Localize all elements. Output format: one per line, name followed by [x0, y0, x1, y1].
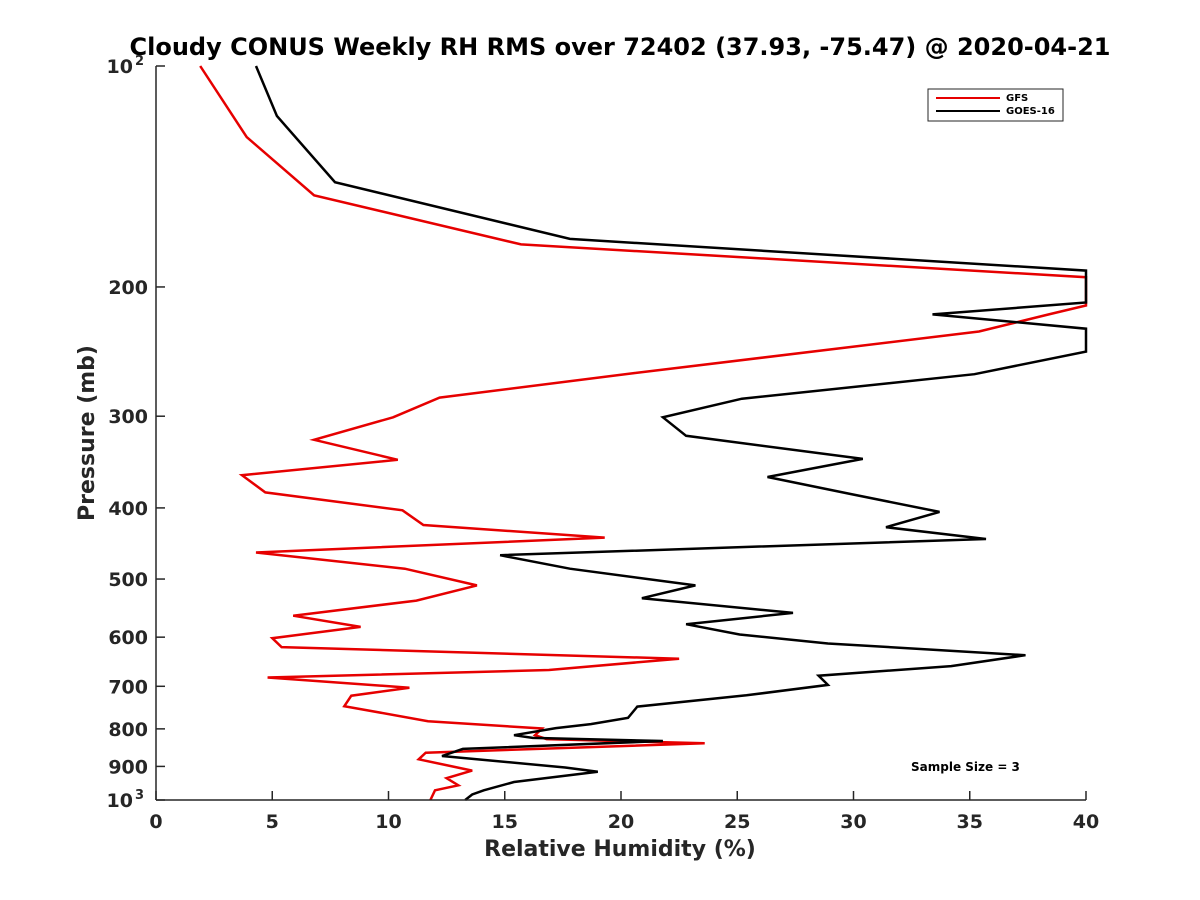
y-tick-label: 900: [108, 756, 148, 778]
plot-background: [156, 66, 1086, 800]
y-tick-label: 700: [108, 676, 148, 698]
y-tick-label: 10: [107, 56, 133, 78]
series-layer: [199, 65, 1088, 801]
x-axis-label: Relative Humidity (%): [484, 837, 756, 862]
x-tick-label: 0: [149, 811, 162, 833]
x-tick-label: 40: [1073, 811, 1099, 833]
y-axis-label: Pressure (mb): [75, 345, 100, 521]
legend-label-goes16: GOES-16: [1006, 106, 1055, 117]
x-tick-label: 20: [608, 811, 634, 833]
y-tick-label: 200: [108, 277, 148, 299]
x-tick-label: 25: [724, 811, 750, 833]
x-tick-label: 10: [375, 811, 401, 833]
legend-label-gfs: GFS: [1006, 93, 1028, 104]
y-tick-label: 600: [108, 627, 148, 649]
y-tick-exponent: 3: [135, 788, 144, 803]
legend: GFS GOES-16: [927, 88, 1064, 122]
x-tick-label: 15: [492, 811, 518, 833]
sample-size-annotation: Sample Size = 3: [911, 760, 1020, 774]
y-tick-label: 800: [108, 719, 148, 741]
x-tick-label: 5: [266, 811, 279, 833]
plot-area: [156, 66, 1086, 800]
legend-box: [927, 88, 1064, 122]
series-line-gfs: [199, 65, 1088, 801]
x-axis-ticks: 0 5 10 15 20 25 30 35 40: [149, 791, 1099, 833]
x-tick-label: 35: [957, 811, 983, 833]
chart-title: Cloudy CONUS Weekly RH RMS over 72402 (3…: [130, 33, 1111, 61]
y-tick-label: 10: [107, 790, 133, 812]
x-tick-label: 30: [840, 811, 866, 833]
y-tick-label: 300: [108, 406, 148, 428]
y-tick-label: 500: [108, 569, 148, 591]
series-line-goes16: [254, 65, 1088, 801]
y-tick-label: 400: [108, 498, 148, 520]
y-tick-exponent: 2: [135, 54, 144, 69]
